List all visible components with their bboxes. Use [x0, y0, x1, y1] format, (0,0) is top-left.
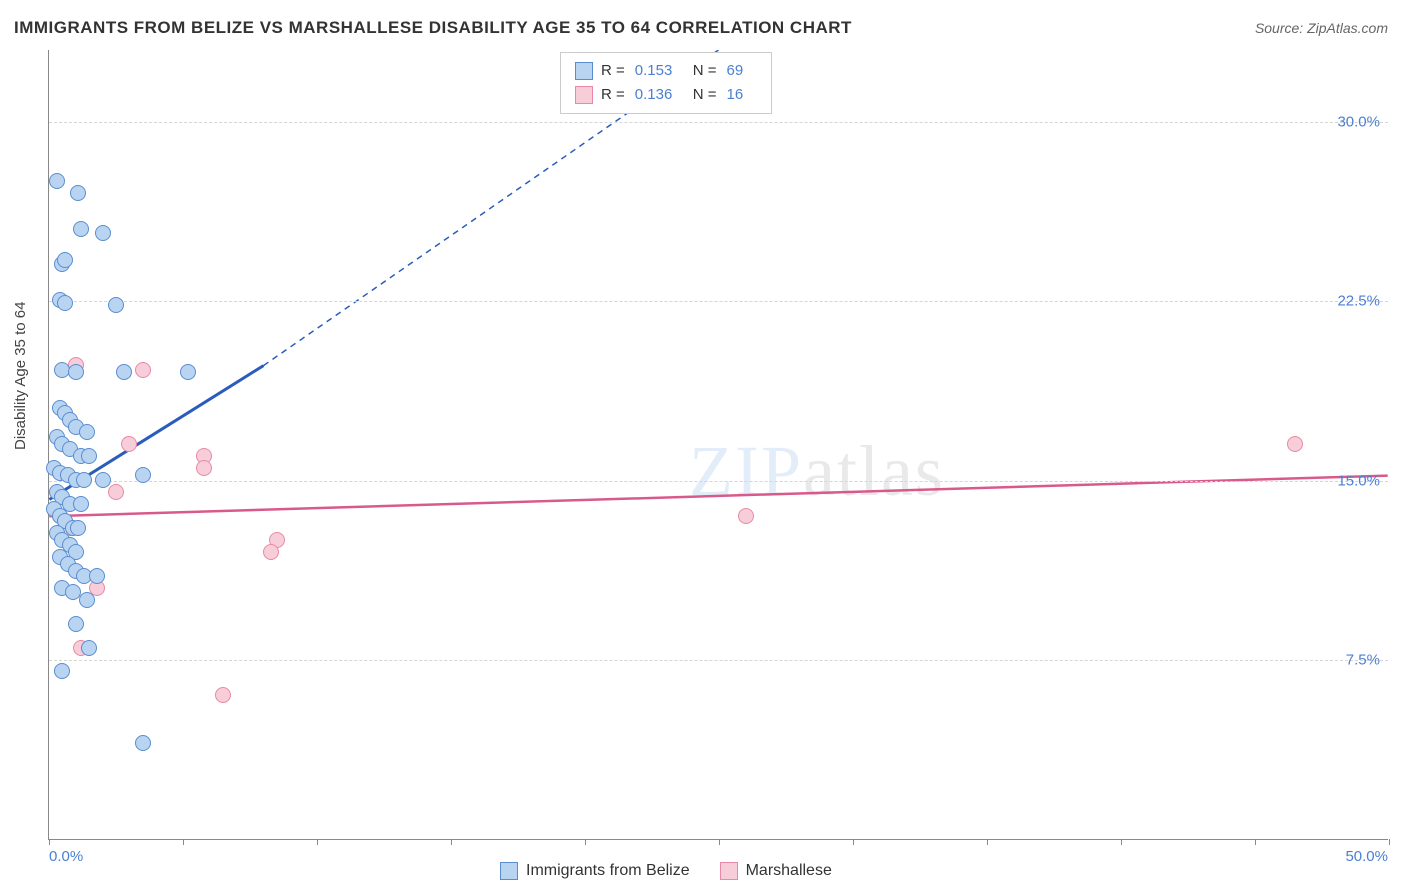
plot-area: ZIPatlas 0.0% 50.0% 7.5%15.0%22.5%30.0% — [48, 50, 1388, 840]
y-axis-label: Disability Age 35 to 64 — [12, 302, 29, 450]
data-point — [68, 616, 84, 632]
x-tick — [317, 839, 318, 845]
x-tick — [1121, 839, 1122, 845]
x-tick — [49, 839, 50, 845]
x-tick — [719, 839, 720, 845]
y-tick-label: 22.5% — [1337, 293, 1380, 310]
gridline — [49, 301, 1388, 302]
data-point — [215, 687, 231, 703]
data-point — [70, 185, 86, 201]
data-point — [738, 508, 754, 524]
swatch-series1-bottom — [500, 862, 518, 880]
data-point — [135, 735, 151, 751]
x-tick — [987, 839, 988, 845]
x-tick — [853, 839, 854, 845]
data-point — [180, 364, 196, 380]
swatch-series1 — [575, 62, 593, 80]
data-point — [81, 448, 97, 464]
data-point — [54, 663, 70, 679]
data-point — [135, 362, 151, 378]
data-point — [79, 592, 95, 608]
x-tick — [1389, 839, 1390, 845]
data-point — [196, 460, 212, 476]
data-point — [121, 436, 137, 452]
data-point — [108, 297, 124, 313]
y-tick-label: 30.0% — [1337, 113, 1380, 130]
data-point — [57, 295, 73, 311]
data-point — [76, 472, 92, 488]
x-tick — [451, 839, 452, 845]
data-point — [81, 640, 97, 656]
data-point — [95, 225, 111, 241]
legend-row-series2: R = 0.136 N = 16 — [575, 83, 757, 107]
legend-row-series1: R = 0.153 N = 69 — [575, 59, 757, 83]
legend-item-series2: Marshallese — [720, 862, 832, 880]
data-point — [89, 568, 105, 584]
watermark: ZIPatlas — [689, 430, 945, 513]
swatch-series2 — [575, 86, 593, 104]
source-label: Source: ZipAtlas.com — [1255, 20, 1388, 36]
gridline — [49, 122, 1388, 123]
correlation-legend: R = 0.153 N = 69 R = 0.136 N = 16 — [560, 52, 772, 114]
data-point — [1287, 436, 1303, 452]
data-point — [79, 424, 95, 440]
gridline — [49, 481, 1388, 482]
data-point — [49, 173, 65, 189]
data-point — [135, 467, 151, 483]
data-point — [57, 252, 73, 268]
data-point — [73, 496, 89, 512]
x-axis-min-label: 0.0% — [49, 848, 83, 865]
data-point — [73, 221, 89, 237]
data-point — [95, 472, 111, 488]
data-point — [116, 364, 132, 380]
x-tick — [585, 839, 586, 845]
x-axis-max-label: 50.0% — [1345, 848, 1388, 865]
x-tick — [183, 839, 184, 845]
data-point — [108, 484, 124, 500]
data-point — [70, 520, 86, 536]
legend-item-series1: Immigrants from Belize — [500, 862, 690, 880]
y-tick-label: 15.0% — [1337, 472, 1380, 489]
chart-title: IMMIGRANTS FROM BELIZE VS MARSHALLESE DI… — [14, 18, 852, 38]
y-tick-label: 7.5% — [1346, 652, 1380, 669]
gridline — [49, 660, 1388, 661]
x-tick — [1255, 839, 1256, 845]
swatch-series2-bottom — [720, 862, 738, 880]
data-point — [263, 544, 279, 560]
data-point — [68, 364, 84, 380]
series-legend: Immigrants from Belize Marshallese — [500, 862, 832, 880]
